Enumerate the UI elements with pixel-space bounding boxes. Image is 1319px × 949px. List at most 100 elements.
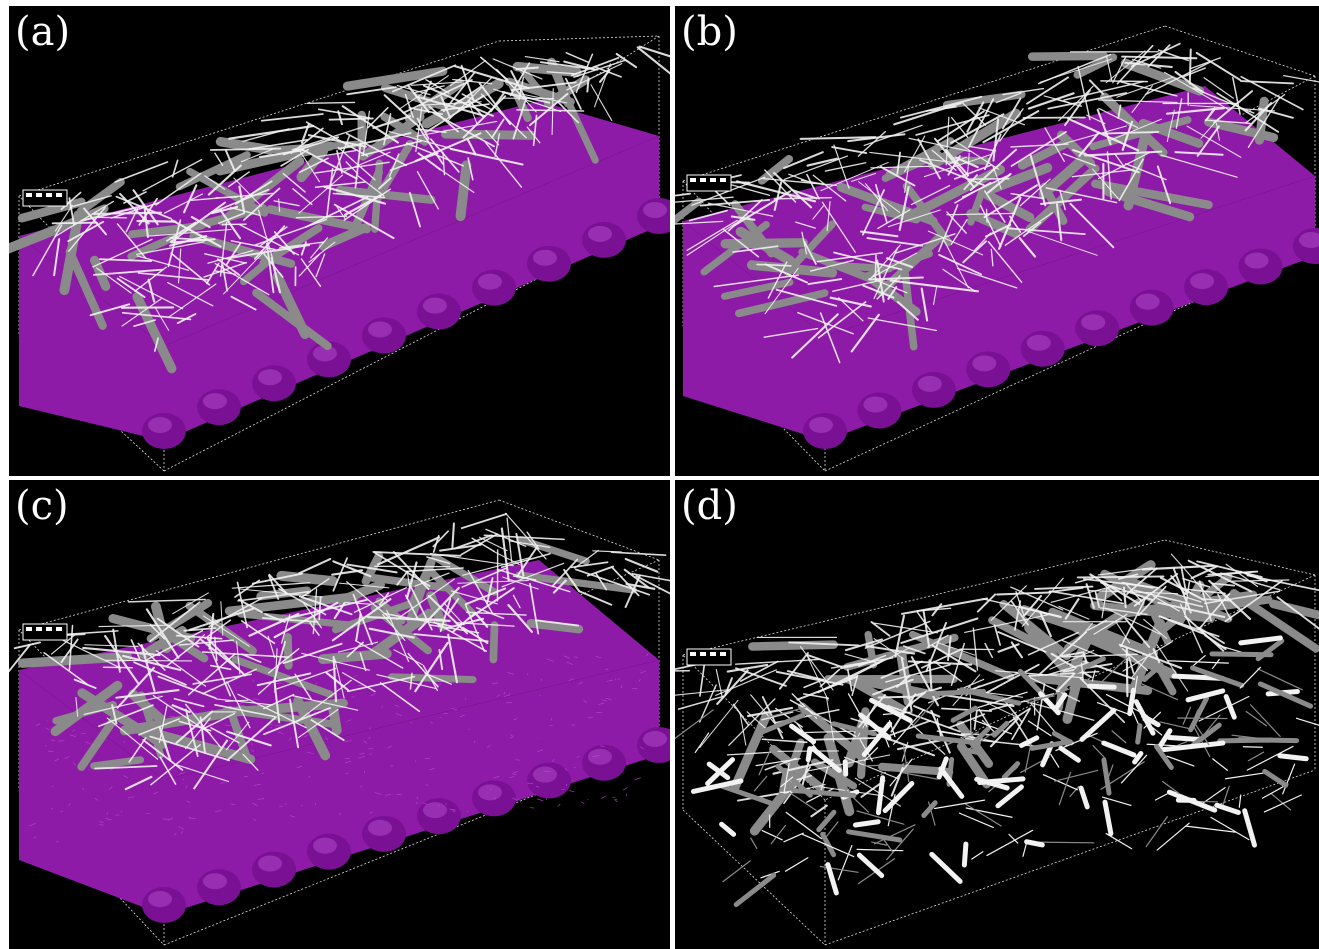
substrate-front [683, 221, 825, 441]
interlayer-fiber [430, 722, 433, 724]
lower-fiber [1024, 695, 1055, 702]
thin-fiber [1157, 601, 1226, 618]
interlayer-fiber [509, 734, 514, 738]
thin-fiber [298, 157, 329, 174]
thin-fiber [238, 598, 263, 614]
thick-fiber [59, 210, 84, 296]
thick-fiber [561, 91, 599, 164]
thin-fiber [1004, 212, 1053, 246]
thin-fiber [732, 703, 750, 726]
thin-fiber [206, 638, 246, 677]
thin-fiber [1283, 74, 1319, 83]
thin-fiber [392, 551, 430, 591]
thin-fiber [879, 165, 916, 187]
interlayer-fiber [339, 812, 341, 816]
thin-fiber [735, 667, 787, 687]
thin-fiber [1147, 44, 1171, 68]
thick-fiber [332, 598, 420, 634]
lower-fiber [842, 759, 849, 777]
interlayer-fiber [595, 655, 602, 659]
interlayer-fiber [568, 678, 574, 682]
thin-fiber [396, 84, 431, 96]
thin-fiber [864, 183, 889, 212]
thin-fiber [1064, 89, 1091, 127]
thin-fiber [234, 180, 273, 205]
thin-fiber [467, 99, 478, 124]
thin-fiber [442, 151, 446, 176]
weave-highlight [1081, 314, 1106, 331]
interlayer-fiber [600, 795, 607, 799]
lower-fiber [1295, 717, 1319, 726]
thin-fiber [1019, 178, 1051, 207]
thick-fiber [388, 673, 477, 684]
thin-fiber [516, 546, 538, 578]
interlayer-fiber [527, 782, 534, 785]
thin-fiber [979, 204, 1002, 248]
interlayer-fiber [387, 745, 392, 749]
interlayer-fiber [605, 668, 609, 670]
interlayer-fiber [178, 826, 185, 830]
thin-fiber [833, 251, 903, 271]
thin-fiber [1055, 203, 1063, 242]
thin-fiber [1196, 560, 1263, 578]
thin-fiber [887, 209, 941, 228]
interlayer-fiber [88, 768, 90, 771]
thin-fiber [832, 279, 881, 293]
thin-fiber [1069, 202, 1115, 249]
thin-fiber [631, 572, 670, 582]
lower-fiber [950, 705, 978, 723]
lower-fiber [1221, 785, 1230, 807]
thin-fiber [1045, 662, 1089, 677]
interlayer-fiber [226, 738, 233, 742]
thin-fiber [506, 517, 513, 562]
interlayer-fiber [452, 809, 456, 813]
thin-fiber [946, 211, 967, 234]
thin-fiber [344, 193, 383, 216]
lower-fiber [694, 732, 710, 754]
thin-fiber [902, 645, 926, 655]
thin-fiber [115, 689, 180, 699]
interlayer-fiber [325, 737, 329, 741]
thin-fiber [1276, 596, 1319, 630]
lower-fiber [780, 776, 794, 788]
thin-fiber [1076, 575, 1165, 579]
thin-fiber [355, 612, 362, 641]
interlayer-fiber [369, 811, 373, 814]
thin-fiber [134, 266, 167, 292]
weave-highlight [368, 819, 392, 836]
lower-fiber [958, 812, 994, 829]
interlayer-fiber [168, 817, 174, 821]
weave-highlight [258, 369, 282, 386]
thin-fiber [505, 512, 547, 560]
interlayer-fiber [344, 740, 352, 743]
thin-fiber [944, 148, 970, 177]
thin-fiber [478, 536, 508, 552]
lower-fiber [785, 811, 823, 840]
lower-fiber [1282, 763, 1296, 795]
thin-fiber [331, 569, 364, 576]
lower-fiber [881, 728, 890, 748]
thin-fiber [876, 275, 901, 300]
thin-fiber [788, 173, 807, 182]
lower-fiber [1091, 669, 1096, 682]
lower-fiber [789, 723, 817, 745]
thin-fiber [172, 592, 209, 615]
thin-fiber [114, 161, 169, 183]
lower-fiber [758, 750, 771, 776]
panel-d: (d) [675, 480, 1319, 949]
thin-fiber [449, 60, 487, 87]
lower-fiber [928, 801, 936, 826]
thin-fiber [946, 212, 1016, 216]
thick-fiber [363, 573, 448, 592]
thin-fiber [943, 239, 969, 289]
interlayer-fiber [188, 816, 191, 819]
interlayer-fiber [185, 785, 188, 789]
thin-fiber [1027, 230, 1098, 256]
interlayer-fiber [251, 749, 254, 753]
thin-fiber [997, 196, 1022, 250]
thin-fiber [408, 191, 421, 228]
thin-fiber [190, 192, 274, 202]
lower-fiber [1096, 702, 1132, 716]
lower-fiber [791, 787, 857, 798]
lower-fiber [706, 761, 731, 781]
